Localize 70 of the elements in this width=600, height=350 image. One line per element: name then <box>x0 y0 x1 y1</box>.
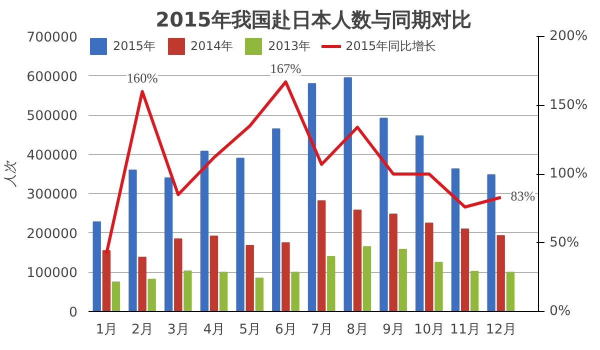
bar <box>362 246 372 312</box>
x-tick-label: 6月 <box>274 322 296 338</box>
bar <box>272 128 280 312</box>
bar <box>451 168 460 312</box>
y2-tick-label: 200% <box>550 29 588 44</box>
x-tick-label: 10月 <box>414 322 444 338</box>
bar <box>317 200 326 312</box>
bar <box>210 236 218 312</box>
bar <box>92 221 101 312</box>
data-label: 83% <box>510 188 536 204</box>
legend-label: 2015年 <box>113 38 156 54</box>
bar <box>506 272 514 312</box>
bar <box>389 214 398 312</box>
bar <box>200 150 209 312</box>
bar <box>308 83 316 312</box>
bar <box>112 282 120 312</box>
y-tick-label: 100000 <box>26 266 78 282</box>
bar <box>460 228 470 312</box>
x-tick-label: 2月 <box>132 322 154 338</box>
x-tick-label: 12月 <box>486 322 516 338</box>
legend-label: 2014年 <box>190 38 234 54</box>
legend-label: 2015年同比增长 <box>346 38 436 54</box>
y2-tick-label: 100% <box>550 166 588 182</box>
bar <box>434 262 443 312</box>
x-tick-label: 1月 <box>96 322 118 338</box>
bar <box>219 272 228 312</box>
bar <box>184 270 192 312</box>
bar <box>425 222 434 312</box>
x-tick-label: 7月 <box>310 322 332 338</box>
bar <box>255 278 264 312</box>
y-tick-label: 700000 <box>26 30 78 46</box>
y-tick-label: 0 <box>69 306 78 320</box>
bar <box>236 158 244 312</box>
bar <box>470 270 479 312</box>
y2-tick-label: 0% <box>550 304 571 319</box>
bar <box>128 170 137 312</box>
bar <box>246 245 254 312</box>
bar <box>148 278 156 312</box>
y-axis-title: 人次 <box>4 160 19 188</box>
x-tick-label: 11月 <box>450 322 480 338</box>
x-tick-label: 3月 <box>167 322 189 338</box>
bar <box>415 135 424 312</box>
bar <box>353 210 362 312</box>
y-tick-label: 200000 <box>26 226 78 242</box>
y-tick-label: 300000 <box>26 188 78 203</box>
y2-tick-label: 150% <box>550 98 588 113</box>
bar <box>327 256 336 312</box>
bar <box>380 118 388 312</box>
y-tick-label: 400000 <box>26 148 78 164</box>
bar <box>344 77 352 312</box>
bar <box>164 177 173 312</box>
y-tick-label: 500000 <box>26 109 78 124</box>
bar <box>496 235 505 312</box>
data-label: 167% <box>270 60 302 76</box>
bar <box>138 256 146 312</box>
x-tick-label: 9月 <box>382 322 404 338</box>
bar <box>282 242 290 312</box>
chart-title: 2015年我国赴日本人数与同期对比 <box>156 8 472 32</box>
x-tick-label: 4月 <box>203 322 225 338</box>
bar <box>291 272 300 312</box>
bar <box>487 174 496 312</box>
data-label: 160% <box>126 70 158 86</box>
bar <box>398 248 407 312</box>
x-tick-label: 8月 <box>346 322 368 338</box>
y-tick-label: 600000 <box>26 70 78 85</box>
y2-tick-label: 50% <box>550 235 580 250</box>
legend-label: 2013年 <box>268 38 311 54</box>
bar <box>174 238 182 312</box>
bar <box>102 250 111 312</box>
x-tick-label: 5月 <box>239 322 261 338</box>
